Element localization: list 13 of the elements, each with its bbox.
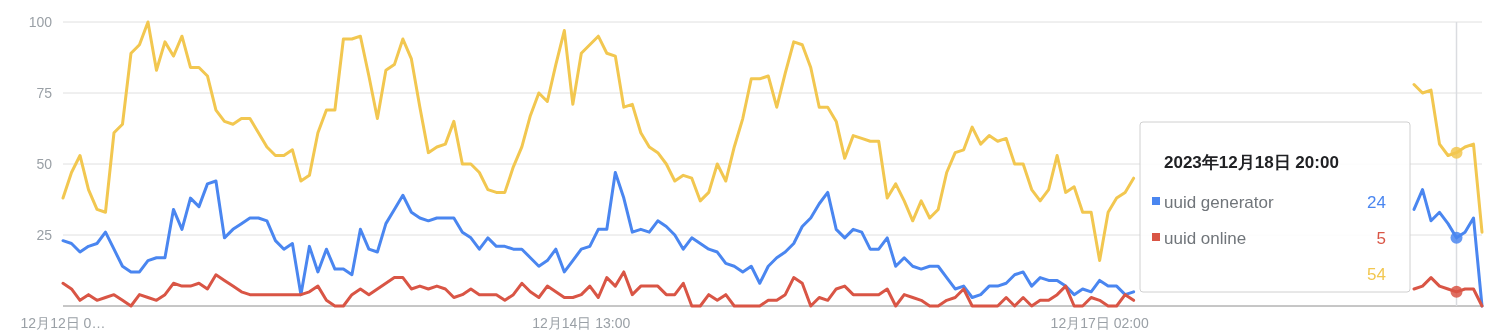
annotation: 2023年12月18日 20:00 bbox=[1164, 153, 1339, 172]
x-tick-label: 12月12日 0… bbox=[20, 315, 106, 331]
y-tick-label: 75 bbox=[36, 85, 53, 101]
y-tick-label: 50 bbox=[36, 156, 53, 172]
annotation: 54 bbox=[1367, 265, 1386, 284]
y-tick-label: 25 bbox=[36, 227, 53, 243]
annotation: 24 bbox=[1367, 193, 1386, 212]
legend-label: uuid online bbox=[1164, 229, 1247, 248]
y-tick-label: 100 bbox=[28, 14, 53, 30]
x-tick-label: 12月17日 02:00 bbox=[1050, 315, 1149, 331]
annotation: 5 bbox=[1376, 229, 1386, 248]
x-tick-label: 12月14日 13:00 bbox=[532, 315, 631, 331]
legend-label: uuid generator bbox=[1164, 193, 1274, 212]
